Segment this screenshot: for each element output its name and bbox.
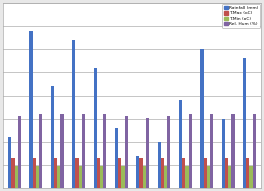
Bar xyxy=(146,118,149,188)
Bar xyxy=(179,100,182,188)
Bar xyxy=(207,166,210,188)
Bar xyxy=(167,116,171,188)
Bar xyxy=(253,114,256,188)
Legend: Rainfall (mm), T-Max (oC), T-Min (oC), Rel. Hum (%): Rainfall (mm), T-Max (oC), T-Min (oC), R… xyxy=(222,4,260,28)
Bar xyxy=(54,158,57,188)
Bar xyxy=(39,114,42,188)
Bar xyxy=(57,166,60,188)
Bar xyxy=(36,166,39,188)
Bar xyxy=(139,158,143,188)
Bar xyxy=(33,158,36,188)
Bar xyxy=(185,166,188,188)
Bar xyxy=(121,166,125,188)
Bar xyxy=(30,31,33,188)
Bar xyxy=(200,49,204,188)
Bar xyxy=(97,158,100,188)
Bar xyxy=(210,114,213,188)
Bar xyxy=(8,137,11,188)
Bar xyxy=(72,40,76,188)
Bar xyxy=(228,166,231,188)
Bar xyxy=(188,114,192,188)
Bar xyxy=(18,116,21,188)
Bar xyxy=(125,116,128,188)
Bar xyxy=(60,114,64,188)
Bar xyxy=(143,166,146,188)
Bar xyxy=(76,158,79,188)
Bar xyxy=(103,114,106,188)
Bar xyxy=(51,86,54,188)
Bar xyxy=(136,156,139,188)
Bar xyxy=(243,58,246,188)
Bar xyxy=(158,142,161,188)
Bar xyxy=(100,166,103,188)
Bar xyxy=(115,128,118,188)
Bar xyxy=(222,119,225,188)
Bar xyxy=(249,166,253,188)
Bar xyxy=(11,158,15,188)
Bar xyxy=(225,158,228,188)
Bar xyxy=(164,166,167,188)
Bar xyxy=(182,158,185,188)
Bar xyxy=(79,166,82,188)
Bar xyxy=(204,158,207,188)
Bar xyxy=(93,68,97,188)
Bar xyxy=(231,114,234,188)
Bar xyxy=(161,158,164,188)
Bar xyxy=(118,158,121,188)
Bar xyxy=(15,166,18,188)
Bar xyxy=(82,114,85,188)
Bar xyxy=(246,158,249,188)
